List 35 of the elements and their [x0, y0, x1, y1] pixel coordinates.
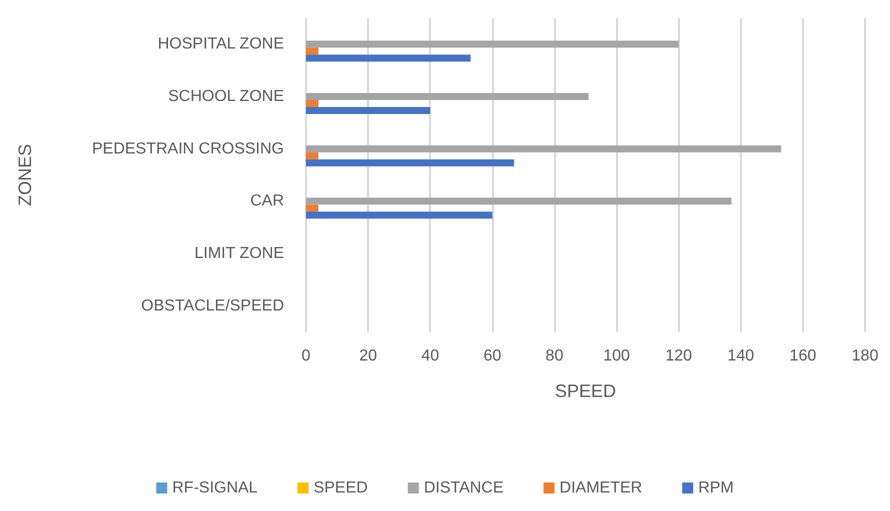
bar [306, 198, 732, 205]
x-tick-label: 0 [302, 348, 311, 364]
bar [306, 152, 318, 160]
x-tick-label: 40 [421, 348, 440, 364]
x-tick-label: 100 [603, 348, 630, 364]
bar [306, 40, 679, 48]
bar [306, 93, 589, 100]
x-tick-label: 80 [546, 348, 564, 364]
legend-label: DIAMETER [560, 480, 642, 496]
bar [306, 100, 318, 107]
x-tick-label: 20 [359, 348, 378, 364]
bar [306, 145, 782, 152]
y-axis-title: ZONES [15, 144, 35, 206]
y-tick-label: LIMIT ZONE [194, 245, 284, 262]
legend-label: DISTANCE [424, 480, 504, 496]
x-tick-label: 160 [790, 348, 816, 364]
x-tick-label: 120 [665, 348, 692, 364]
y-tick-label: CAR [250, 192, 284, 210]
y-tick-label: PEDESTRAIN CROSSING [92, 140, 284, 158]
x-axis-title: SPEED [554, 381, 616, 401]
y-tick-label: HOSPITAL ZONE [158, 36, 284, 53]
legend-label: RF-SIGNAL [172, 480, 258, 496]
x-tick-label: 60 [483, 348, 502, 364]
bar [306, 212, 492, 219]
legend-label: SPEED [314, 480, 368, 496]
y-tick-label: SCHOOL ZONE [168, 88, 284, 105]
legend-label: RPM [698, 480, 734, 496]
bar [306, 204, 318, 212]
x-tick-label: 180 [852, 348, 878, 364]
x-tick-label: 140 [727, 348, 754, 364]
bar [306, 54, 471, 62]
bar [306, 48, 318, 55]
y-tick-label: OBSTACLE/SPEED [141, 297, 284, 314]
bar [306, 159, 514, 166]
bar [306, 107, 430, 114]
